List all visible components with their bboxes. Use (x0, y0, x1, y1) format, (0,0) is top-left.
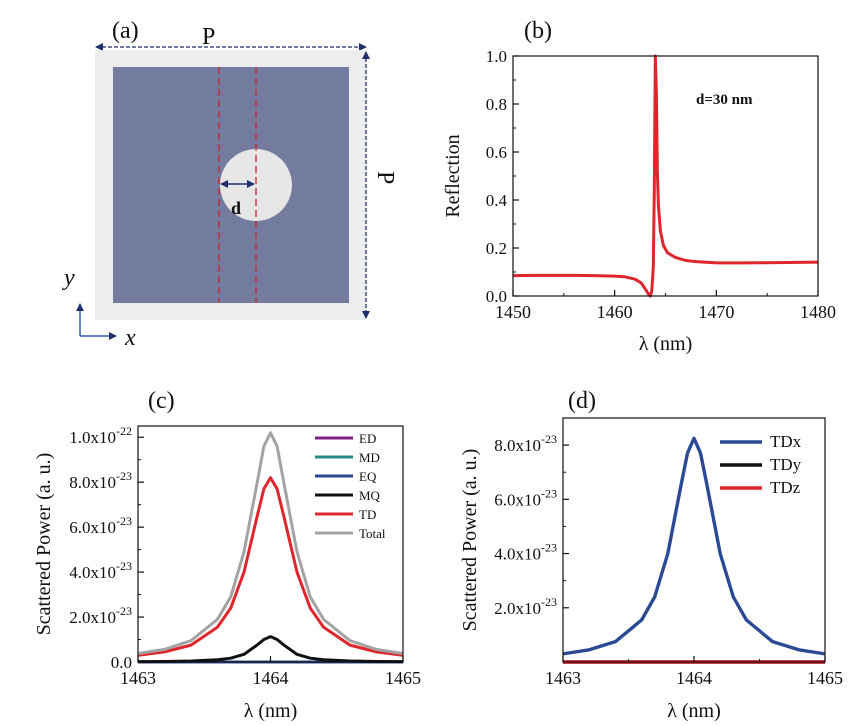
chart-d-ylabel: Scattered Power (a. u.) (459, 449, 481, 632)
chart-c-ylabel: Scattered Power (a. u.) (33, 453, 55, 636)
chart-reflection: 1450 1460 1470 1480 0.0 0.2 0.4 0.6 0.8 1.0 λ (nm)… (442, 47, 836, 355)
chart-b-ytick-label: 0.6 (486, 143, 507, 162)
period-label: P (202, 24, 215, 50)
axis-y-label: y (62, 265, 75, 291)
chart-d-legend-label: TDy (770, 455, 802, 474)
chart-c-ytick-label: 2.0x10-23 (69, 604, 132, 627)
chart-b-xtick-label: 1460 (597, 302, 633, 322)
chart-c-ytick-label: 4.0x10-23 (69, 559, 132, 582)
chart-c-series-total (137, 431, 404, 655)
axis-x-label: x (124, 325, 136, 351)
period-side-label: P (372, 171, 398, 184)
chart-d-legend: TDx TDy TDz (720, 432, 802, 497)
diameter-label: d (231, 198, 241, 218)
panel-a: (a) P d P y x (62, 18, 398, 351)
chart-c-legend: ED MD EQ MQ TD Total (315, 431, 386, 541)
chart-c-xtick-label: 1463 (120, 668, 156, 688)
panel-a-label: (a) (112, 18, 139, 44)
panel-d-label: (d) (568, 388, 596, 414)
chart-c-legend-label: TD (359, 507, 376, 522)
chart-b-ytick-label: 0.4 (486, 191, 508, 210)
chart-d-series-tdx (562, 436, 826, 656)
chart-b-ytick-label: 1.0 (486, 47, 507, 66)
chart-c-legend-label: Total (359, 526, 386, 541)
chart-toroidal: 1463 1464 1465 2.0x10-23 4.0x10-23 6.0x10-23 8… (459, 417, 843, 722)
chart-b-xtick-label: 1480 (800, 302, 836, 322)
chart-d-ytick-label: 2.0x10-23 (494, 595, 557, 618)
chart-multipole: 1463 1464 1465 0.0 2.0x10-23 4.0x10-23 6.0x10-… (33, 424, 421, 722)
chart-c-legend-label: ED (359, 431, 376, 446)
panel-b-label: (b) (524, 18, 552, 44)
chart-b-ylabel: Reflection (442, 134, 464, 217)
chart-c-legend-label: EQ (359, 469, 377, 484)
chart-b-xtick-label: 1450 (495, 302, 531, 322)
chart-d-xlabel: λ (nm) (667, 700, 721, 722)
chart-d-xtick-label: 1465 (807, 668, 843, 688)
chart-c-xtick-label: 1464 (253, 668, 289, 688)
chart-c-ytick-label: 6.0x10-23 (69, 514, 132, 537)
chart-c-ytick-label: 8.0x10-23 (69, 469, 132, 492)
chart-b-xtick-label: 1470 (698, 302, 734, 322)
chart-b-series-0 (512, 54, 819, 298)
chart-c-legend-label: MD (359, 450, 380, 465)
chart-c-series-td (137, 476, 404, 657)
chart-b-ytick-label: 0.8 (486, 95, 507, 114)
chart-b-plot-frame (512, 55, 819, 297)
chart-d-xtick-label: 1463 (545, 668, 581, 688)
chart-c-ytick-label: 0.0 (111, 653, 132, 672)
panel-c-label: (c) (148, 388, 175, 414)
hole-circle (220, 149, 292, 221)
chart-c-ytick-label: 1.0x10-22 (69, 424, 132, 447)
chart-d-ytick-label: 6.0x10-23 (494, 486, 557, 509)
chart-c-series-mq (137, 635, 404, 664)
chart-b-ytick-label: 0.2 (486, 239, 507, 258)
chart-b-ytick-label: 0.0 (486, 287, 507, 306)
chart-d-ytick-label: 8.0x10-23 (494, 432, 557, 455)
chart-c-xtick-label: 1465 (385, 668, 421, 688)
chart-c-legend-label: MQ (359, 488, 381, 503)
chart-d-ytick-label: 4.0x10-23 (494, 541, 557, 564)
chart-b-annotation: d=30 nm (696, 92, 753, 108)
chart-d-xtick-label: 1464 (676, 668, 712, 688)
chart-b-xlabel: λ (nm) (639, 333, 693, 355)
chart-c-xlabel: λ (nm) (244, 700, 298, 722)
chart-d-legend-label: TDz (770, 478, 801, 497)
chart-d-legend-label: TDx (770, 432, 802, 451)
